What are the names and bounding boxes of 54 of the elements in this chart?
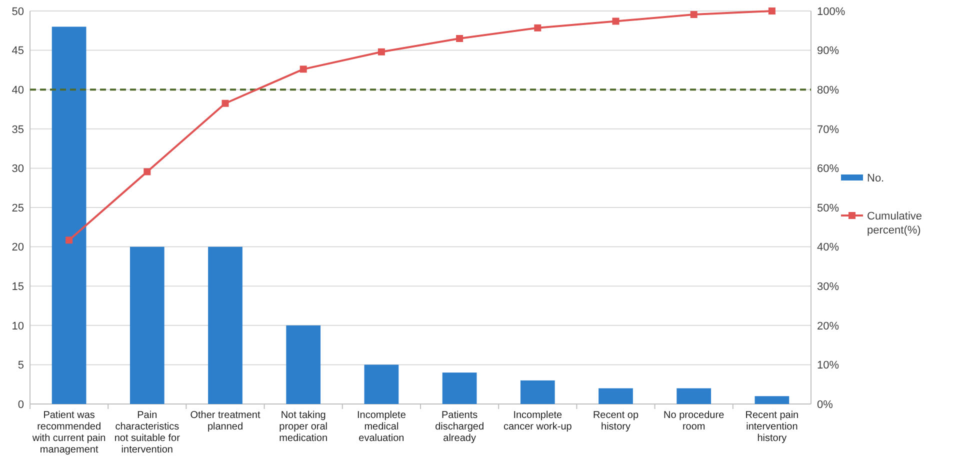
y-tick-label: 30 (12, 163, 24, 176)
bar (364, 364, 399, 404)
bar (52, 26, 86, 404)
bar (286, 325, 321, 404)
point (534, 24, 542, 32)
bar (520, 380, 555, 404)
y-tick-label: 10 (12, 320, 24, 332)
bar (208, 246, 242, 404)
y2-tick-label: 80% (817, 84, 840, 96)
y2-tick-label: 50% (817, 202, 840, 214)
x-tick-label: Other treatment planned (190, 410, 260, 432)
y-tick-label: 50 (12, 6, 24, 18)
point (456, 35, 464, 42)
x-tick-label: Recent op history (592, 410, 639, 432)
point (378, 48, 385, 56)
y2-tick-label: 0% (817, 398, 834, 411)
point (612, 18, 620, 25)
y-tick-label: 15 (12, 280, 24, 293)
bar (130, 246, 164, 404)
y-tick-label: 45 (12, 45, 24, 58)
x-tick-label: Recent pain intervention history (745, 410, 799, 444)
y-tick-label: 5 (18, 360, 24, 372)
y-tick-label: 20 (12, 242, 24, 254)
y-tick-label: 40 (12, 84, 24, 96)
point (768, 8, 776, 14)
x-tick-label: Not taking proper oral medication (279, 410, 328, 444)
x-tick-label: Patient was recommended with current pain management (31, 410, 106, 456)
point (300, 66, 307, 73)
x-tick-label: Incomplete cancer work-up (503, 410, 572, 432)
x-tick-label: No procedure room (664, 410, 725, 432)
y2-tick-label: 100% (817, 6, 846, 18)
bar (676, 388, 712, 404)
point (66, 236, 73, 244)
y2-tick-label: 10% (817, 360, 840, 372)
legend-label: Cumulative percent(%) (867, 210, 922, 236)
y2-tick-label: 40% (817, 242, 840, 254)
x-tick-label: Pain characteristics not suitable for intervention (114, 410, 181, 456)
y2-tick-label: 30% (817, 280, 840, 293)
point (690, 11, 698, 18)
point (222, 100, 229, 107)
y2-tick-label: 90% (817, 45, 840, 58)
y2-tick-label: 70% (817, 124, 840, 136)
point (144, 168, 151, 176)
x-tick-label: Patients discharged already (435, 410, 484, 444)
bar (754, 396, 790, 404)
y-tick-label: 35 (12, 124, 24, 136)
y2-tick-label: 20% (817, 320, 840, 332)
legend-label: No. (867, 172, 884, 184)
y-tick-label: 25 (12, 202, 24, 214)
bar (442, 372, 477, 404)
x-tick-label: Incomplete medical evaluation (356, 410, 406, 444)
y-tick-label: 0 (18, 398, 24, 411)
y2-tick-label: 60% (817, 163, 840, 176)
bar (598, 388, 633, 404)
